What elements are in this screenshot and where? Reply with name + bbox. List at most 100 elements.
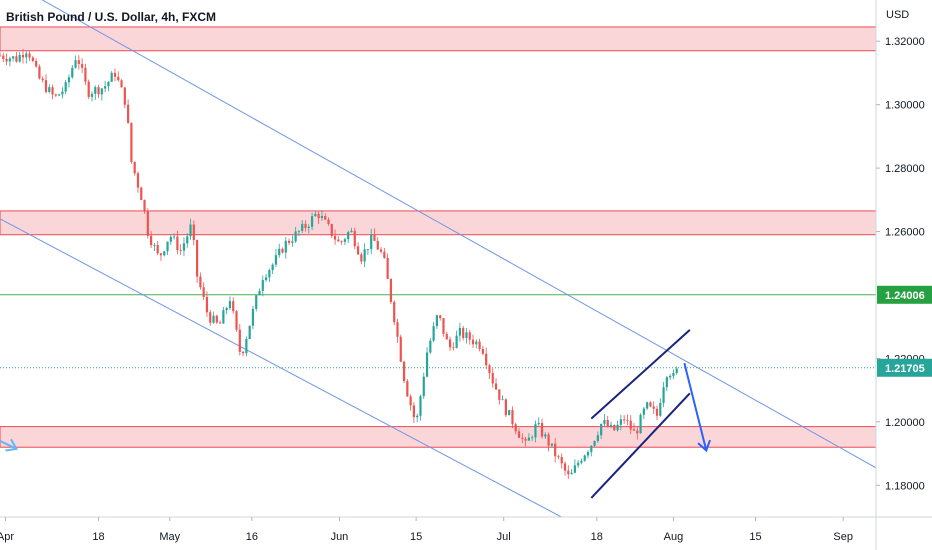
- down-arrow[interactable]: [683, 362, 712, 453]
- level-price-badge: [877, 285, 932, 304]
- currency-label: USD: [886, 9, 910, 21]
- x-tick-label: Aug: [664, 531, 684, 543]
- candle: [350, 227, 353, 233]
- candle: [136, 171, 140, 193]
- candle: [481, 345, 484, 356]
- candle-body: [672, 372, 675, 376]
- candle-body: [8, 58, 11, 62]
- y-tick-label: 1.20000: [885, 417, 925, 429]
- candle-body: [278, 248, 281, 256]
- candle-body: [632, 429, 636, 431]
- resistance-zone[interactable]: [0, 426, 876, 448]
- candle: [603, 413, 606, 427]
- candle: [179, 244, 182, 255]
- candle-body: [491, 372, 494, 384]
- candle-body: [416, 415, 419, 418]
- candle-body: [61, 91, 64, 95]
- candle: [156, 241, 159, 256]
- candle-body: [623, 419, 626, 421]
- candle: [590, 445, 593, 457]
- candle-body: [18, 54, 21, 62]
- price-axis[interactable]: 1.320001.300001.280001.260001.220001.200…: [876, 36, 925, 492]
- candle-body: [511, 409, 514, 425]
- candle: [218, 320, 222, 324]
- candle-body: [54, 94, 57, 96]
- candle: [632, 423, 636, 431]
- candle-body: [163, 251, 166, 256]
- rising-channel-lower-line[interactable]: [590, 392, 691, 499]
- candle: [153, 242, 156, 251]
- candle-body: [396, 322, 399, 337]
- candle: [675, 366, 678, 375]
- candle-body: [462, 327, 465, 338]
- candle: [238, 324, 241, 356]
- candle-body: [445, 333, 448, 340]
- candle: [514, 422, 517, 435]
- candle: [425, 347, 429, 378]
- candle-body: [554, 443, 557, 457]
- chart-title: British Pound / U.S. Dollar, 4h, FXCM: [6, 10, 217, 24]
- candle: [196, 239, 199, 283]
- channel-upper-trendline[interactable]: [0, 0, 876, 469]
- candle-body: [613, 424, 616, 431]
- rising-channel-upper-line[interactable]: [590, 329, 691, 420]
- plot-area[interactable]: [0, 0, 876, 533]
- candle: [356, 242, 360, 255]
- x-tick-label: 18: [92, 531, 104, 543]
- candle-body: [281, 248, 284, 253]
- candle-body: [192, 224, 195, 241]
- edge-arrow[interactable]: [0, 438, 19, 452]
- candle-body: [209, 312, 212, 323]
- time-axis[interactable]: Apr 18 May 16 Jun 15 Jul 18 Aug 15 Sep: [0, 517, 853, 543]
- candle-body: [41, 78, 44, 81]
- candle: [120, 79, 123, 88]
- candle-body: [399, 336, 402, 362]
- candle: [143, 199, 146, 214]
- current-price-label: 1.21705: [885, 363, 925, 375]
- candle: [649, 401, 652, 408]
- candle: [435, 314, 439, 329]
- candle: [248, 325, 251, 340]
- candle: [626, 414, 629, 426]
- candle: [376, 237, 379, 250]
- candle: [2, 52, 5, 63]
- candle: [517, 428, 521, 438]
- candle-body: [245, 338, 248, 354]
- candle-body: [107, 81, 110, 87]
- candle-body: [258, 290, 261, 296]
- candle-body: [600, 423, 603, 436]
- candle-body: [173, 236, 176, 238]
- candle: [468, 329, 471, 345]
- candle: [563, 461, 567, 476]
- resistance-zone[interactable]: [0, 26, 876, 52]
- candle-body: [2, 55, 5, 59]
- candle: [665, 375, 668, 392]
- candle: [15, 52, 18, 63]
- candle-body: [294, 231, 297, 242]
- candle-body: [468, 332, 471, 340]
- candle-body: [448, 339, 452, 348]
- candle-body: [636, 430, 639, 434]
- candle: [475, 339, 478, 349]
- candle: [333, 229, 337, 245]
- resistance-zone[interactable]: [0, 210, 876, 236]
- candle-body: [140, 187, 143, 201]
- y-tick-label: 1.32000: [885, 36, 925, 48]
- candle: [577, 459, 580, 468]
- candle: [186, 233, 189, 248]
- candle: [182, 237, 186, 257]
- candle-body: [452, 347, 455, 349]
- candle-body: [386, 257, 389, 280]
- candle: [448, 336, 452, 351]
- candle: [44, 74, 48, 94]
- candle-body: [304, 223, 307, 228]
- candle: [107, 81, 110, 92]
- channel-lower-trendline[interactable]: [0, 218, 591, 533]
- candle: [87, 79, 90, 100]
- candle-body: [379, 249, 383, 252]
- candle-body: [406, 381, 409, 397]
- candle: [25, 50, 28, 64]
- candle: [429, 338, 432, 354]
- candle-body: [120, 80, 123, 88]
